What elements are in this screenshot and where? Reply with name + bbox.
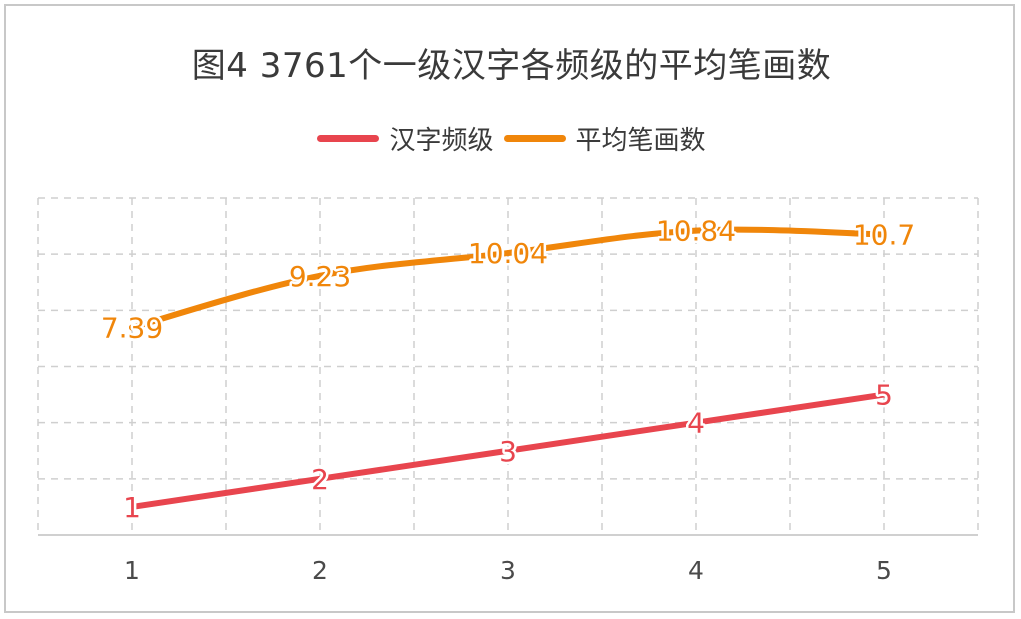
x-tick-label: 1 [124,556,140,585]
x-tick-label: 3 [500,556,516,585]
data-point [881,231,887,238]
data-point [317,272,323,279]
x-tick-label: 2 [312,556,328,585]
legend-label-series-1: 汉字频级 [389,126,494,156]
legend-swatch-series-2 [503,135,566,142]
data-point [693,227,699,234]
data-label: 5 [875,379,893,412]
data-label: 3 [499,435,517,468]
data-point [505,447,511,454]
data-point [129,503,135,510]
data-label: 10.84 [656,215,736,248]
x-tick-label: 4 [688,556,704,585]
data-point [317,475,323,482]
legend-label-series-2: 平均笔画数 [575,126,706,156]
chart-frame: 图4 3761个一级汉字各频级的平均笔画数 汉字频级 平均笔画数 [4,4,1015,613]
legend-item-series-2[interactable]: 平均笔画数 [503,120,706,157]
legend-item-series-1[interactable]: 汉字频级 [317,120,494,157]
data-point [881,391,887,398]
data-point [693,419,699,426]
data-label: 2 [311,463,329,496]
legend-swatch-series-1 [317,135,380,142]
data-label: 10.04 [468,237,548,270]
data-label: 4 [687,407,705,440]
data-label: 9.23 [289,260,351,293]
x-tick-label: 5 [876,556,892,585]
chart-legend: 汉字频级 平均笔画数 [6,120,1017,157]
data-label: 1 [123,491,141,524]
chart-title: 图4 3761个一级汉字各频级的平均笔画数 [191,46,832,86]
data-label: 10.7 [853,219,915,252]
data-point [505,250,511,257]
data-point [129,324,135,331]
data-label: 7.39 [101,311,163,344]
